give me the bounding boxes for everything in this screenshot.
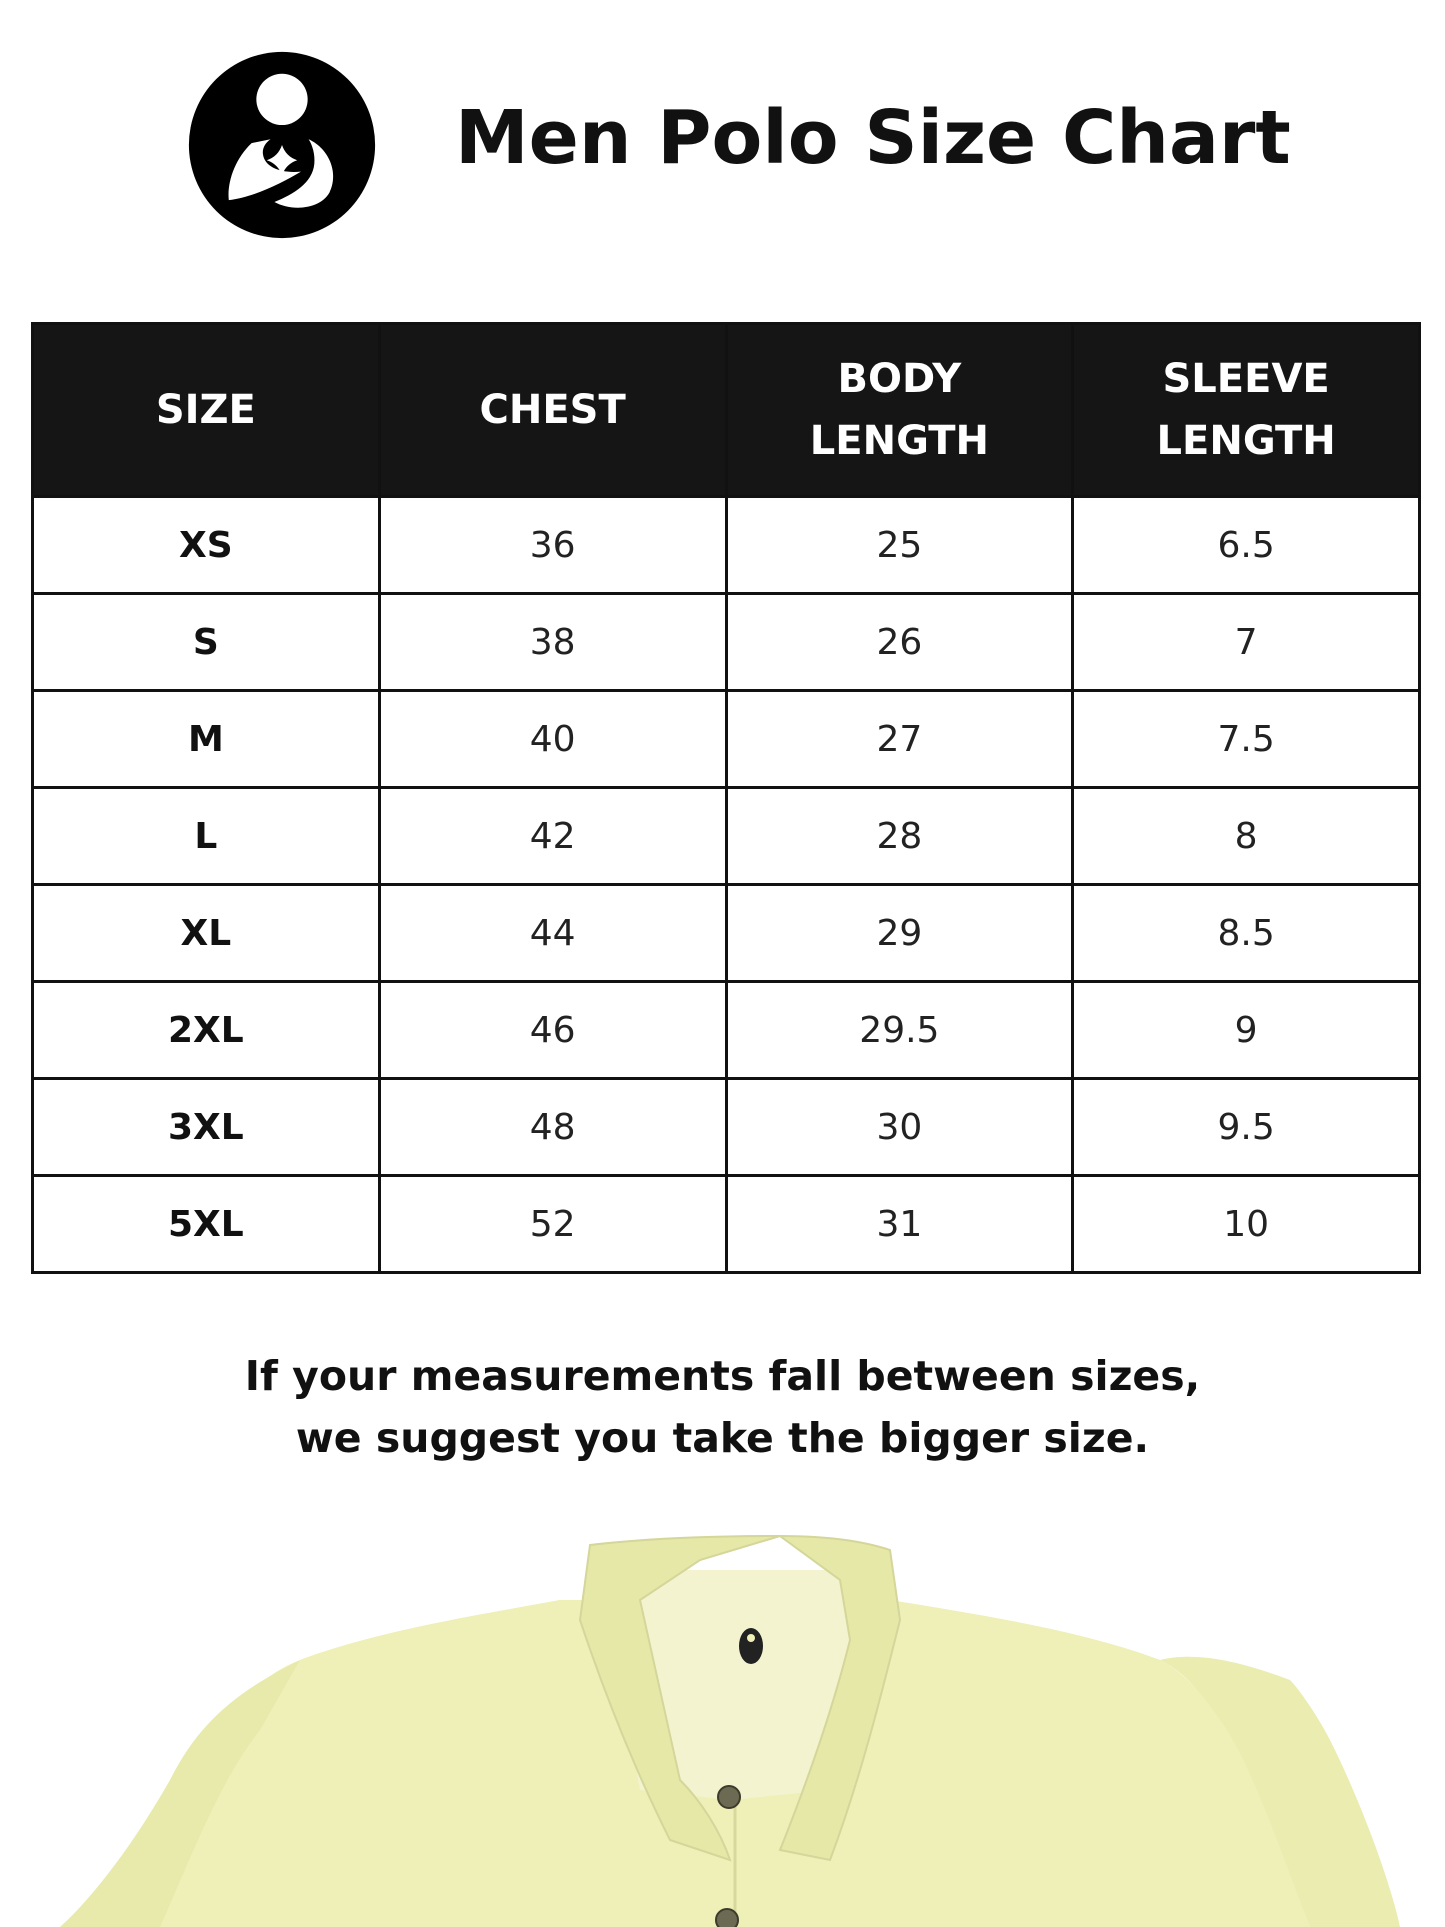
cell-chest: 52: [377, 1174, 728, 1274]
table-row: S 38 26 7: [31, 592, 1421, 692]
cell-sleeve-length: 9.5: [1071, 1077, 1421, 1177]
cell-body-length: 25: [724, 495, 1075, 595]
column-header-sleeve-length: SLEEVE LENGTH: [1071, 322, 1421, 498]
sizing-note-line-2: we suggest you take the bigger size.: [295, 1414, 1150, 1462]
cell-size: S: [31, 592, 381, 692]
cell-chest: 42: [377, 786, 728, 886]
sizing-note-line-1: If your measurements fall between sizes,: [244, 1352, 1201, 1400]
cell-size: XL: [31, 883, 381, 983]
cell-body-length: 28: [724, 786, 1075, 886]
cell-body-length: 30: [724, 1077, 1075, 1177]
cell-size: 5XL: [31, 1174, 381, 1274]
cell-chest: 40: [377, 689, 728, 789]
cell-size: XS: [31, 495, 381, 595]
table-row: M 40 27 7.5: [31, 689, 1421, 789]
table-row: 2XL 46 29.5 9: [31, 980, 1421, 1080]
cell-size: 3XL: [31, 1077, 381, 1177]
table-header-row: SIZE CHEST BODY LENGTH SLEEVE LENGTH: [31, 322, 1421, 498]
cell-size: M: [31, 689, 381, 789]
cell-sleeve-length: 7: [1071, 592, 1421, 692]
cell-chest: 38: [377, 592, 728, 692]
cell-sleeve-length: 10: [1071, 1174, 1421, 1274]
cell-body-length: 29: [724, 883, 1075, 983]
cell-chest: 48: [377, 1077, 728, 1177]
column-header-body-length: BODY LENGTH: [724, 322, 1075, 498]
table-row: XL 44 29 8.5: [31, 883, 1421, 983]
cell-size: L: [31, 786, 381, 886]
brand-label-icon: [739, 1628, 763, 1664]
table-row: L 42 28 8: [31, 786, 1421, 886]
column-header-chest: CHEST: [377, 322, 728, 498]
sizing-note: If your measurements fall between sizes,…: [0, 1345, 1445, 1469]
cell-sleeve-length: 9: [1071, 980, 1421, 1080]
brand-logo: [188, 51, 376, 239]
size-chart-table: SIZE CHEST BODY LENGTH SLEEVE LENGTH XS 36 2…: [31, 322, 1421, 1274]
table-row: 3XL 48 30 9.5: [31, 1077, 1421, 1177]
button-icon: [717, 1785, 741, 1809]
table-row: 5XL 52 31 10: [31, 1174, 1421, 1274]
cell-chest: 46: [377, 980, 728, 1080]
cell-size: 2XL: [31, 980, 381, 1080]
cell-body-length: 31: [724, 1174, 1075, 1274]
cell-sleeve-length: 8.5: [1071, 883, 1421, 983]
cell-sleeve-length: 6.5: [1071, 495, 1421, 595]
cell-body-length: 26: [724, 592, 1075, 692]
cell-body-length: 27: [724, 689, 1075, 789]
cell-sleeve-length: 8: [1071, 786, 1421, 886]
cell-chest: 44: [377, 883, 728, 983]
cell-sleeve-length: 7.5: [1071, 689, 1421, 789]
cell-chest: 36: [377, 495, 728, 595]
cell-body-length: 29.5: [724, 980, 1075, 1080]
page-title: Men Polo Size Chart: [455, 95, 1291, 181]
column-header-size: SIZE: [31, 322, 381, 498]
table-row: XS 36 25 6.5: [31, 495, 1421, 595]
button-icon: [715, 1908, 739, 1927]
